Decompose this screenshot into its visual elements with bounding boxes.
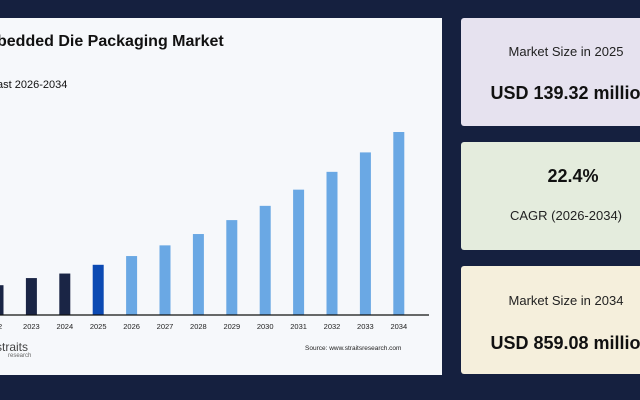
market-size-2025-card: Market Size in 2025 USD 139.32 million	[461, 18, 640, 126]
x-tick-label-2023: 2023	[23, 322, 40, 331]
bar-2029	[226, 220, 238, 315]
bar-2033	[359, 152, 371, 315]
logo-text: straits	[0, 340, 29, 354]
x-tick-label-2029: 2029	[223, 322, 240, 331]
bar-2030	[259, 205, 271, 315]
stat-value: 22.4%	[547, 166, 599, 186]
bar-chart: 22 2023 2024 2025 2026 2027 2028 2029 2030 2031 20…	[0, 132, 429, 331]
bar-2034	[393, 132, 405, 315]
x-tick-label-2027: 2027	[157, 322, 174, 331]
x-tick-label-2024: 2024	[56, 322, 73, 331]
stat-label: CAGR (2026-2034)	[510, 208, 622, 223]
cagr-card: 22.4% CAGR (2026-2034)	[461, 142, 640, 250]
source-note: Source: www.straitsresearch.com	[305, 345, 402, 352]
bar-2024	[59, 273, 71, 315]
x-tick-label-2028: 2028	[190, 322, 207, 331]
stat-label: Market Size in 2034	[508, 293, 624, 308]
stat-value: USD 859.08 million	[490, 333, 640, 353]
market-size-2034-card: Market Size in 2034 USD 859.08 million	[461, 266, 640, 374]
x-tick-label-2033: 2033	[357, 322, 374, 331]
logo-subtext: research	[8, 353, 32, 359]
straits-logo: straits research	[0, 340, 60, 362]
bar-22	[0, 285, 4, 315]
x-tick-label-2030: 2030	[257, 322, 274, 331]
chart-subtitle: ast 2026-2034	[0, 79, 68, 91]
stat-value: USD 139.32 million	[490, 83, 640, 103]
bar-2027	[159, 245, 171, 315]
bar-2031	[293, 189, 305, 315]
x-tick-label-2031: 2031	[290, 322, 307, 331]
bar-2025	[92, 264, 104, 315]
x-tick-label-2025: 2025	[90, 322, 107, 331]
stat-label: Market Size in 2025	[508, 44, 624, 59]
x-tick-label-2034: 2034	[390, 322, 407, 331]
bar-2026	[126, 256, 138, 315]
x-tick-label-2032: 2032	[324, 322, 341, 331]
x-tick-label-22: 22	[0, 322, 2, 331]
bar-2028	[192, 234, 204, 315]
chart-title: bedded Die Packaging Market	[0, 33, 224, 50]
bar-2032	[326, 171, 338, 315]
bar-2023	[25, 278, 37, 315]
chart-card: bedded Die Packaging Market ast 2026-203…	[0, 18, 442, 375]
x-tick-label-2026: 2026	[123, 322, 140, 331]
